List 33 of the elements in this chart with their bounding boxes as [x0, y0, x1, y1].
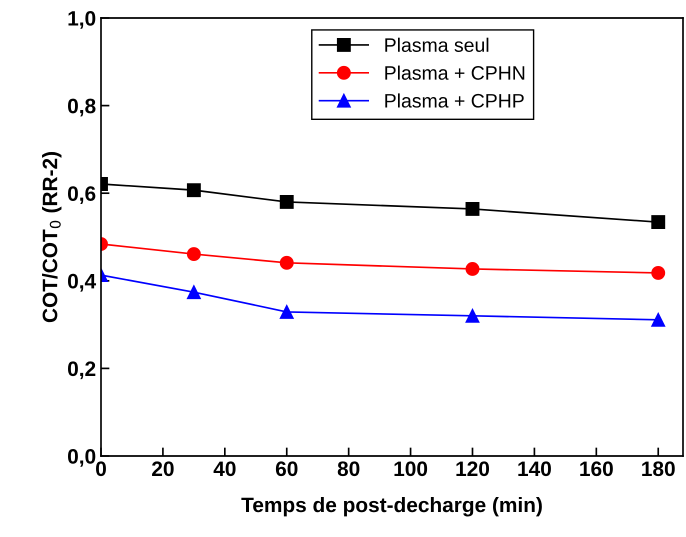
- x-tick-label: 140: [518, 461, 551, 476]
- y-tick-label: 0,4: [68, 274, 96, 292]
- x-tick-label: 120: [456, 461, 490, 476]
- point: [186, 247, 201, 262]
- point: [466, 262, 480, 276]
- legend-label: Plasma + CPHP: [385, 93, 524, 108]
- x-axis-title: Temps de post-decharge (min): [241, 496, 542, 516]
- x-tick-label: 20: [152, 461, 174, 476]
- x-tick-label: 80: [338, 461, 360, 476]
- x-tick-label: 0: [96, 461, 106, 476]
- point: [280, 304, 294, 319]
- point: [186, 285, 201, 300]
- y-tick-label: 0,6: [68, 186, 96, 204]
- point: [651, 215, 666, 230]
- x-tick-label: 180: [642, 461, 675, 476]
- y-tick-label: 0,2: [68, 361, 96, 380]
- x-tick-label: 100: [394, 461, 428, 476]
- legend-label: Plasma + CPHN: [385, 66, 524, 80]
- point: [280, 256, 294, 270]
- x-tick-label: 60: [276, 461, 298, 476]
- y-tick-label: 0,8: [68, 98, 96, 116]
- legend-label: Plasma seul: [385, 38, 488, 52]
- point: [651, 266, 666, 280]
- point: [466, 202, 480, 216]
- y-tick-label: 0,0: [68, 449, 96, 467]
- point: [280, 195, 294, 209]
- x-tick-label: 160: [580, 461, 613, 476]
- y-tick-label: 1,0: [68, 11, 96, 29]
- point: [466, 308, 480, 323]
- x-tick-label: 40: [214, 461, 236, 476]
- point: [186, 183, 201, 198]
- y-axis-title: COT/COT$_{0}$ (RR-2): [42, 152, 62, 322]
- point: [651, 312, 666, 327]
